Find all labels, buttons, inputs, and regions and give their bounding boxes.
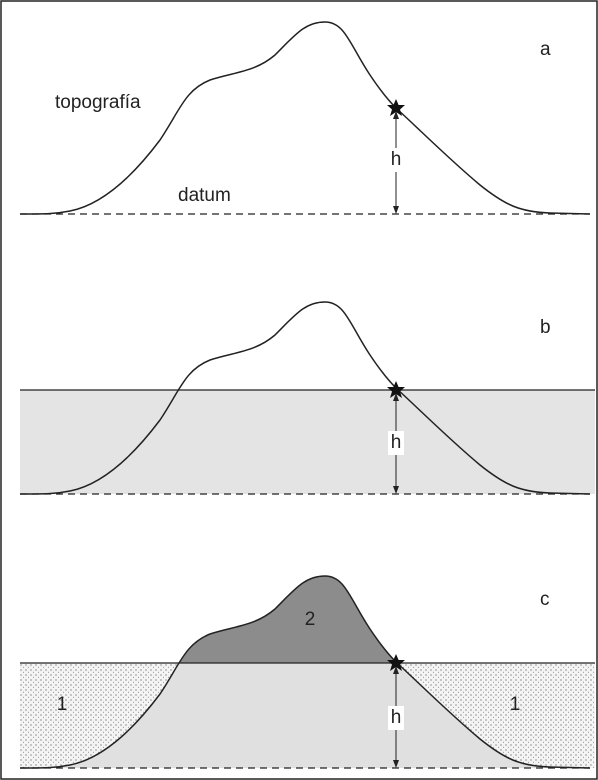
zone-label: 2 [305, 609, 316, 630]
zone-label: 1 [510, 694, 521, 715]
annotation: topografía [55, 92, 141, 113]
panel-c: c 2 1 1 h [19, 575, 595, 769]
panel-a: a topografía datum h [19, 21, 591, 215]
annotation: datum [178, 185, 231, 206]
height-label: h [391, 707, 402, 728]
height-label: h [391, 149, 402, 170]
panel-b: b h [19, 301, 595, 495]
panel-label: a [540, 39, 551, 60]
height-label: h [391, 432, 402, 453]
zone-label: 1 [57, 694, 68, 715]
panel-label: b [540, 317, 551, 338]
panel-label: c [540, 589, 550, 610]
